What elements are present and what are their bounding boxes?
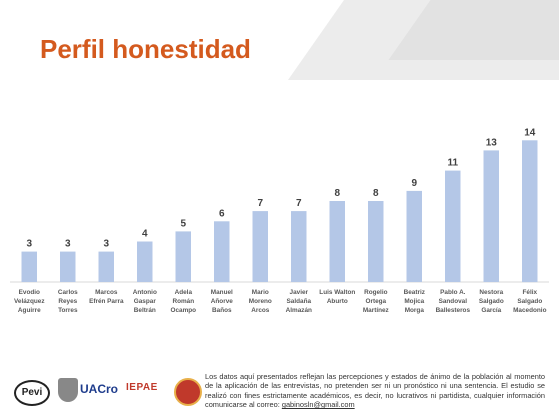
iepae-logo-text: IEPAE xyxy=(126,382,158,393)
seal-logo xyxy=(174,378,202,406)
footer-line: cualquier información comunicarse al cor… xyxy=(205,390,545,410)
category-label: Beatriz Mojica Morga xyxy=(404,289,425,314)
bar xyxy=(60,251,76,282)
bar xyxy=(137,241,153,282)
data-label: 14 xyxy=(524,127,536,138)
category-label: Javier Saldaña Almazán xyxy=(286,289,312,314)
category-label: Rogelio Ortega Martínez xyxy=(363,289,389,314)
data-label: 13 xyxy=(486,137,498,148)
data-label: 6 xyxy=(219,208,225,219)
category-label: Adela Román Ocampo xyxy=(171,289,197,314)
bar xyxy=(214,221,230,283)
bar xyxy=(522,140,538,283)
uac-logo: UACro xyxy=(58,378,118,402)
bar xyxy=(445,170,461,282)
category-label: Nestora Salgado García xyxy=(479,289,504,314)
data-label: 3 xyxy=(65,239,71,250)
iepae-logo: IEPAE xyxy=(126,382,158,393)
data-label: 8 xyxy=(373,188,379,199)
data-label: 9 xyxy=(412,178,418,189)
category-label: Marcos Efrén Parra xyxy=(89,289,124,305)
bar xyxy=(175,231,191,282)
category-label: Félix Salgado Macedonio xyxy=(513,289,546,314)
bar xyxy=(368,201,384,282)
data-label: 8 xyxy=(335,188,341,199)
category-label: Pablo A. Sandoval Ballesteros xyxy=(436,289,471,314)
bar xyxy=(98,251,114,282)
data-label: 7 xyxy=(296,198,302,209)
uac-logo-text: UACro xyxy=(80,382,118,396)
uac-shield-icon xyxy=(58,378,78,402)
bar xyxy=(291,211,307,282)
category-label: Evodio Velázquez Aguirre xyxy=(14,289,45,314)
slide-title: Perfil honestidad xyxy=(40,34,251,64)
footer-disclaimer: Los datos aquí presentados reflejan las … xyxy=(205,372,545,410)
bar xyxy=(329,201,345,282)
footer-email-link[interactable]: gabinosln@gmail.com xyxy=(281,400,355,410)
bar xyxy=(483,150,499,282)
data-label: 11 xyxy=(448,158,459,169)
footer-line: El estudio se realizó con fines estricta… xyxy=(205,381,545,400)
data-label: 5 xyxy=(181,218,187,229)
pevi-logo: Pevi xyxy=(14,380,50,406)
category-label: Manuel Añorve Baños xyxy=(211,289,233,314)
category-label: Luis Walton Aburto xyxy=(319,289,355,305)
footer-line: Los datos aquí presentados reflejan las … xyxy=(205,372,512,381)
bar xyxy=(406,190,422,282)
footer-line: momento de la aplicación de las entrevis… xyxy=(205,372,545,391)
category-label: Carlos Reyes Torres xyxy=(58,289,78,314)
bar-chart: 3 Evodio Velázquez Aguirre 3 Carlos Reyes Torre… xyxy=(10,127,549,314)
bar xyxy=(21,251,37,282)
data-label: 3 xyxy=(104,239,110,250)
category-label: Mario Moreno Arcos xyxy=(249,289,272,314)
data-label: 4 xyxy=(142,229,148,240)
data-label: 7 xyxy=(258,198,264,209)
category-label: Antonio Gaspar Beltrán xyxy=(133,289,157,314)
bar xyxy=(252,211,268,282)
data-label: 3 xyxy=(27,239,33,250)
